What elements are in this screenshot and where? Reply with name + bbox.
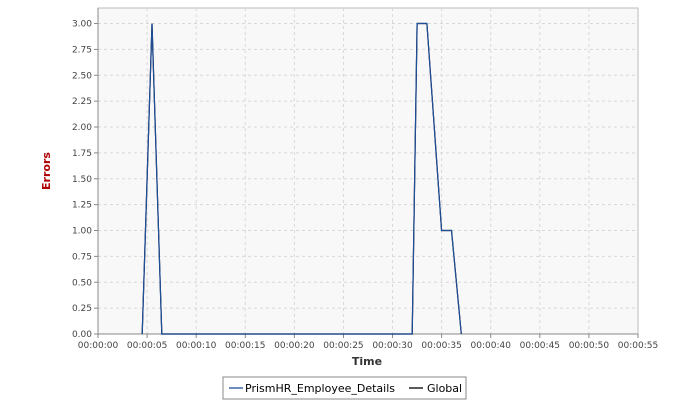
y-tick-label: 2.75 [72, 45, 92, 55]
y-axis-title: Errors [40, 152, 53, 190]
series-line-prismhr-employee-details [141, 22, 462, 335]
legend-box [222, 376, 467, 400]
plot-area [97, 7, 639, 335]
legend: PrismHR_Employee_Details Global [222, 376, 467, 400]
y-tick-label: 0.50 [72, 278, 92, 288]
x-tick-label: 00:00:25 [323, 341, 363, 351]
x-tick-label: 00:00:40 [471, 341, 512, 351]
legend-label-prismhr: PrismHR_Employee_Details [245, 382, 395, 395]
y-tick-label: 1.25 [72, 201, 92, 211]
y-tick-label: 3.00 [72, 20, 92, 30]
x-tick-label: 00:00:00 [78, 341, 119, 351]
x-tick-label: 00:00:45 [520, 341, 560, 351]
legend-label-global: Global [427, 382, 462, 395]
x-axis-title: Time [352, 355, 382, 368]
x-axis: 00:00:00 00:00:05 00:00:10 00:00:15 00:00:20… [78, 333, 658, 351]
gridlines [98, 8, 638, 334]
x-tick-label: 00:00:55 [618, 341, 658, 351]
y-tick-label: 0.75 [72, 252, 92, 262]
y-tick-label: 0.25 [72, 304, 92, 314]
y-tick-label: 2.25 [72, 97, 92, 107]
y-tick-label: 1.75 [72, 149, 92, 159]
y-tick-label: 1.00 [72, 227, 92, 237]
x-tick-label: 00:00:10 [176, 341, 217, 351]
x-tick-label: 00:00:05 [127, 341, 167, 351]
y-tick-label: 0.00 [72, 330, 92, 340]
x-tick-label: 00:00:15 [225, 341, 265, 351]
y-tick-label: 2.00 [72, 123, 92, 133]
series-lines [141, 22, 462, 335]
y-tick-label: 1.50 [72, 175, 92, 185]
y-tick-label: 2.50 [72, 71, 92, 81]
x-tick-label: 00:00:30 [372, 341, 413, 351]
x-tick-label: 00:00:20 [274, 341, 315, 351]
y-axis: 0.00 0.25 0.50 0.75 1.00 1.25 1.50 1.75 2.00 2.25… [72, 8, 99, 340]
x-tick-label: 00:00:35 [421, 341, 461, 351]
x-tick-label: 00:00:50 [569, 341, 610, 351]
